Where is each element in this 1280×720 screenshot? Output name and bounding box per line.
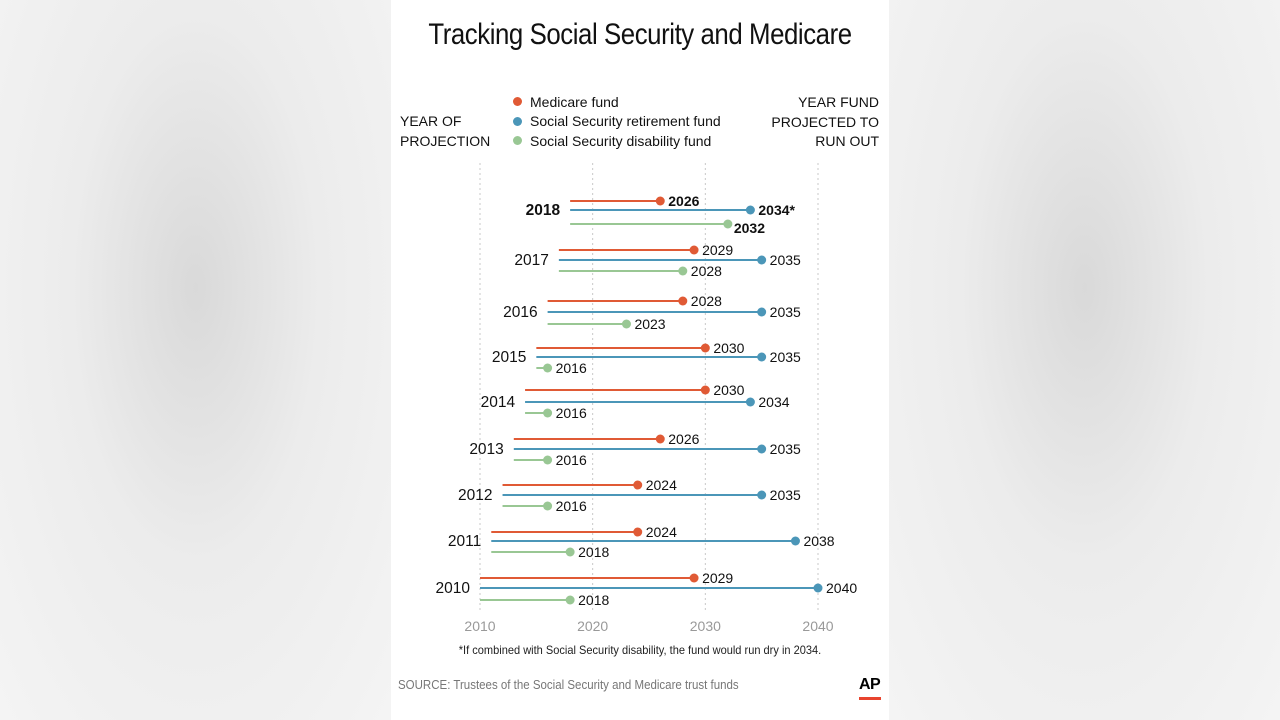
projection-year-label: 2015 — [492, 349, 526, 366]
x-tick-label: 2040 — [802, 618, 833, 634]
x-tick-label: 2030 — [690, 618, 721, 634]
end-year-label: 2040 — [826, 580, 857, 596]
end-year-label: 2016 — [556, 498, 587, 514]
ap-logo: AP — [859, 676, 881, 693]
projection-year-label: 2012 — [458, 487, 492, 504]
infographic-card: Tracking Social Security and Medicare YE… — [391, 0, 889, 720]
legend: Medicare fund Social Security retirement… — [513, 92, 721, 151]
end-year-label: 2018 — [578, 592, 609, 608]
series-endpoint — [543, 455, 553, 465]
series-endpoint — [745, 397, 755, 407]
x-tick-label: 2020 — [577, 618, 608, 634]
end-year-label: 2035 — [770, 304, 801, 320]
end-year-label: 2016 — [556, 452, 587, 468]
legend-label: Medicare fund — [530, 93, 619, 110]
end-year-label: 2035 — [770, 441, 801, 457]
series-endpoint — [700, 343, 710, 353]
left-header-line2: PROJECTION — [400, 132, 491, 149]
legend-item-medicare: Medicare fund — [513, 92, 721, 112]
left-header: YEAR OF PROJECTION — [400, 112, 490, 151]
legend-dot-icon — [513, 116, 522, 126]
ap-logo-underline — [859, 697, 881, 700]
series-endpoint — [757, 490, 767, 500]
series-endpoint — [621, 319, 631, 329]
series-endpoint — [689, 573, 699, 583]
end-year-label: 2026 — [668, 431, 699, 447]
projection-year-label: 2017 — [514, 252, 548, 269]
right-header-line3: RUN OUT — [815, 133, 879, 149]
projection-year-label: 2013 — [469, 441, 503, 458]
end-year-label: 2029 — [702, 570, 733, 586]
series-endpoint — [678, 296, 688, 306]
series-endpoint — [543, 501, 553, 511]
series-endpoint — [745, 205, 755, 215]
end-year-label: 2028 — [691, 293, 722, 309]
chart-area: 2010 2020 2030 2040 2018 2026 2034* 2032 2017 202… — [436, 163, 857, 634]
background-right — [889, 0, 1280, 720]
series-endpoint — [757, 307, 767, 317]
end-year-label: 2035 — [770, 349, 801, 365]
end-year-label: 2035 — [770, 487, 801, 503]
legend-dot-icon — [513, 136, 522, 146]
series-endpoint — [757, 255, 767, 265]
series-endpoint — [723, 219, 733, 229]
end-year-label: 2016 — [556, 405, 587, 421]
projection-year-label: 2011 — [448, 533, 481, 550]
series-endpoint — [790, 536, 800, 546]
legend-label: Social Security retirement fund — [530, 113, 721, 130]
series-endpoint — [543, 408, 553, 418]
chart-title: Tracking Social Security and Medicare — [428, 18, 852, 51]
series-endpoint — [700, 385, 710, 395]
end-year-label: 2030 — [713, 340, 744, 356]
series-endpoint — [655, 434, 665, 444]
left-header-line1: YEAR OF — [400, 113, 462, 129]
legend-dot-icon — [513, 97, 522, 107]
series-endpoint — [543, 363, 553, 373]
series-endpoint — [633, 480, 643, 490]
end-year-label: 2034* — [758, 202, 795, 218]
series-endpoint — [757, 444, 767, 454]
end-year-label: 2024 — [646, 524, 677, 540]
series-endpoint — [565, 595, 575, 605]
series-endpoint — [689, 245, 699, 255]
series-endpoint — [633, 527, 643, 537]
end-year-label: 2024 — [646, 477, 677, 493]
end-year-label: 2030 — [713, 382, 744, 398]
x-tick-label: 2010 — [464, 618, 495, 634]
footnote: *If combined with Social Security disabi… — [458, 643, 822, 657]
series-endpoint — [655, 196, 665, 206]
right-header: YEAR FUND PROJECTED TO RUN OUT — [771, 93, 879, 152]
background-left — [0, 0, 391, 720]
end-year-label: 2038 — [803, 533, 834, 549]
series-endpoint — [678, 266, 688, 276]
end-year-label: 2018 — [578, 544, 609, 560]
end-year-label: 2034 — [758, 394, 789, 410]
end-year-label: 2028 — [691, 263, 722, 279]
end-year-label: 2035 — [770, 252, 801, 268]
series-endpoint — [813, 583, 823, 593]
right-header-line2: PROJECTED TO — [771, 113, 879, 130]
source-note: SOURCE: Trustees of the Social Security … — [398, 678, 739, 692]
end-year-label: 2023 — [634, 316, 665, 332]
end-year-label: 2026 — [668, 193, 699, 209]
legend-item-disability: Social Security disability fund — [513, 131, 721, 151]
end-year-label: 2029 — [702, 242, 733, 258]
end-year-label: 2016 — [556, 360, 587, 376]
legend-label: Social Security disability fund — [530, 132, 712, 149]
projection-year-label: 2016 — [503, 304, 537, 321]
series-endpoint — [565, 547, 575, 557]
series-endpoint — [757, 352, 767, 362]
projection-year-label: 2018 — [526, 202, 561, 219]
projection-year-label: 2010 — [436, 580, 471, 597]
legend-item-retirement: Social Security retirement fund — [513, 112, 721, 132]
right-header-line1: YEAR FUND — [798, 94, 879, 110]
projection-year-label: 2014 — [481, 394, 516, 411]
end-year-label: 2032 — [734, 220, 765, 236]
